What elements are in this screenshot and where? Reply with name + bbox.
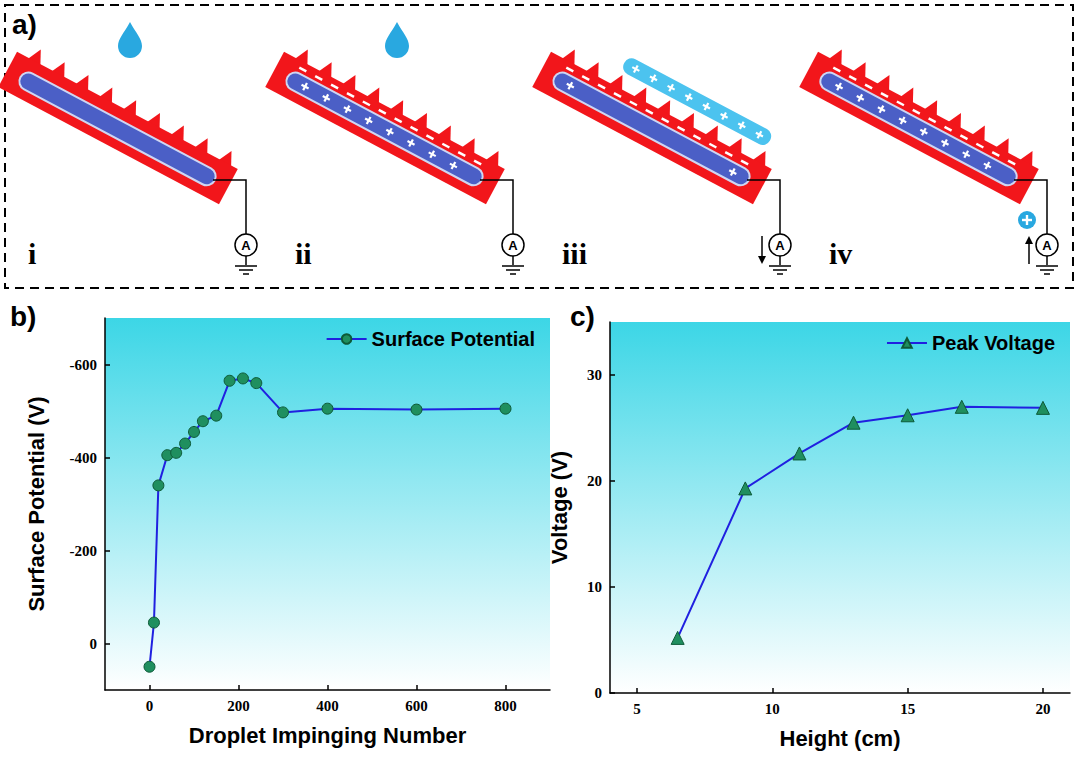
svg-text:Droplet Impinging Number: Droplet Impinging Number [189, 723, 467, 748]
svg-text:i: i [28, 237, 36, 270]
svg-text:-200: -200 [70, 543, 98, 559]
svg-text:A: A [775, 238, 785, 253]
svg-text:Peak Voltage: Peak Voltage [932, 332, 1055, 354]
svg-text:c): c) [570, 301, 595, 332]
svg-text:A: A [508, 238, 518, 253]
svg-text:-400: -400 [70, 450, 98, 466]
svg-text:200: 200 [227, 698, 250, 714]
svg-text:10: 10 [587, 579, 602, 595]
svg-text:Surface Potential: Surface Potential [372, 328, 535, 350]
svg-text:-600: -600 [70, 357, 98, 373]
svg-text:800: 800 [494, 698, 517, 714]
svg-text:20: 20 [1035, 701, 1050, 717]
svg-text:0: 0 [90, 636, 98, 652]
svg-text:15: 15 [900, 701, 915, 717]
svg-text:Voltage (V): Voltage (V) [547, 451, 572, 564]
svg-text:30: 30 [587, 367, 602, 383]
svg-text:A: A [241, 238, 251, 253]
svg-text:iii: iii [562, 237, 587, 270]
svg-text:A: A [1042, 238, 1052, 253]
svg-text:600: 600 [405, 698, 428, 714]
svg-text:iv: iv [829, 237, 852, 270]
svg-text:0: 0 [146, 698, 154, 714]
svg-text:Surface Potential (V): Surface Potential (V) [24, 396, 49, 611]
svg-text:ii: ii [295, 237, 312, 270]
svg-text:b): b) [10, 301, 36, 332]
svg-text:5: 5 [633, 701, 641, 717]
svg-text:400: 400 [316, 698, 339, 714]
svg-text:0: 0 [595, 685, 603, 701]
svg-text:Height (cm): Height (cm) [780, 726, 901, 751]
svg-text:a): a) [12, 9, 37, 40]
svg-text:10: 10 [765, 701, 780, 717]
svg-text:20: 20 [587, 473, 602, 489]
